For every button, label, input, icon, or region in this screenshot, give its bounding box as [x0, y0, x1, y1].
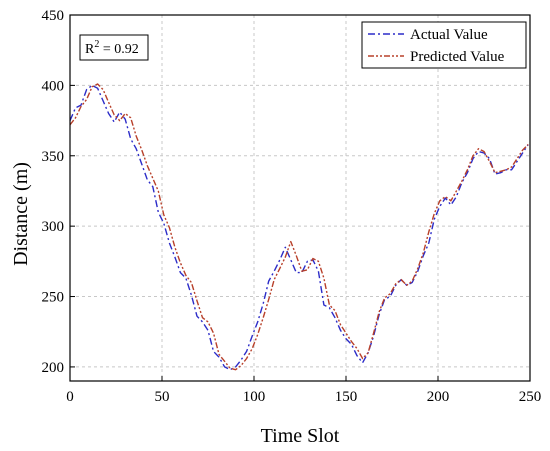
y-tick-label: 350 — [42, 149, 65, 165]
x-tick-label: 50 — [155, 389, 170, 405]
x-tick-label: 200 — [427, 389, 450, 405]
y-tick-label: 300 — [42, 219, 65, 235]
r-squared-value: = 0.92 — [99, 42, 138, 57]
x-tick-label: 250 — [519, 389, 542, 405]
x-axis-label: Time Slot — [261, 425, 340, 447]
y-tick-label: 450 — [42, 8, 65, 24]
r-squared-main: R — [85, 42, 95, 57]
grid-lines — [70, 15, 530, 381]
series-line-actual-value — [69, 84, 529, 371]
legend: Actual Value Predicted Value — [361, 21, 527, 69]
svg-text:R2 = 0.92: R2 = 0.92 — [85, 39, 139, 57]
legend-box — [361, 21, 527, 69]
series-line-predicted-value — [69, 83, 529, 371]
y-tick-label: 250 — [42, 290, 65, 306]
y-tick-label: 400 — [42, 78, 65, 94]
y-axis-label: Distance (m) — [10, 162, 32, 266]
legend-label-actual: Actual Value — [410, 27, 488, 43]
series-lines — [69, 83, 529, 371]
legend-label-predicted: Predicted Value — [410, 49, 505, 65]
r-squared-sup: 2 — [94, 39, 99, 50]
y-tick-label: 200 — [42, 360, 65, 376]
r-squared-annotation: R2 = 0.92 — [79, 34, 149, 61]
x-tick-label: 100 — [243, 389, 266, 405]
plot-frame — [69, 14, 531, 382]
axis-ticks: 0 50 100 150 200 250 200 250 300 350 400 450 — [42, 8, 542, 405]
r-squared-box — [79, 34, 149, 61]
x-tick-label: 150 — [335, 389, 358, 405]
x-tick-label: 0 — [66, 389, 74, 405]
